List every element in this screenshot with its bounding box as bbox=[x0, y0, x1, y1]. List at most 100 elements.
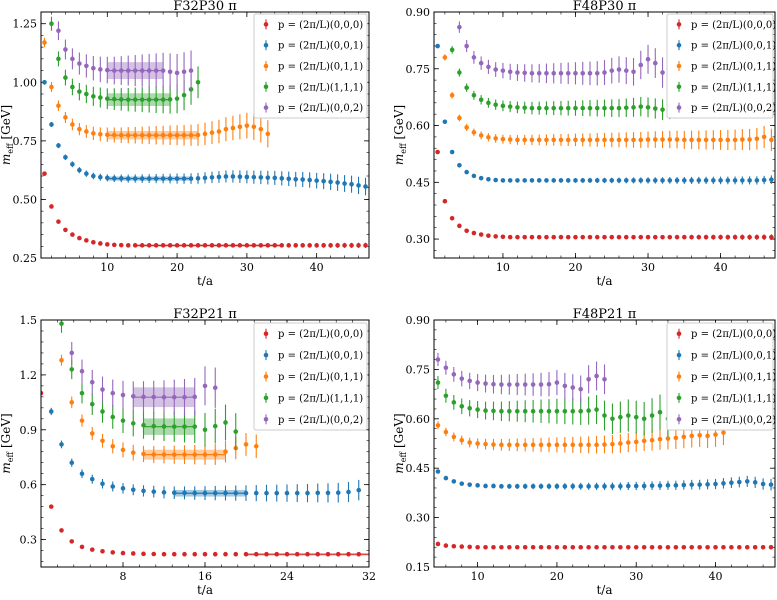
data-point bbox=[493, 136, 498, 141]
data-point bbox=[100, 409, 105, 414]
legend-entry: p = (2π/L)(0,0,1) bbox=[278, 41, 363, 52]
data-point bbox=[171, 394, 177, 400]
data-point bbox=[623, 105, 629, 111]
data-point bbox=[467, 544, 472, 550]
data-point bbox=[243, 442, 249, 447]
data-point bbox=[660, 234, 665, 240]
data-point bbox=[754, 136, 760, 142]
data-point bbox=[554, 380, 560, 385]
data-point bbox=[594, 442, 599, 448]
data-point bbox=[565, 71, 571, 76]
data-point bbox=[633, 439, 639, 445]
data-point bbox=[507, 69, 513, 75]
data-point bbox=[478, 97, 484, 103]
data-point bbox=[486, 233, 491, 238]
data-point bbox=[609, 68, 615, 73]
y-tick-label: 0.75 bbox=[406, 363, 431, 376]
legend-marker bbox=[263, 374, 269, 379]
chart-title: F48P21 π bbox=[573, 307, 637, 322]
data-point bbox=[258, 175, 264, 180]
data-point bbox=[546, 408, 552, 414]
data-point bbox=[118, 97, 124, 102]
data-point bbox=[84, 91, 89, 97]
data-point bbox=[551, 178, 557, 183]
data-point bbox=[616, 178, 622, 183]
data-point bbox=[223, 243, 229, 248]
data-point bbox=[638, 137, 644, 143]
data-point bbox=[536, 234, 542, 240]
data-point bbox=[660, 137, 665, 142]
data-point bbox=[551, 71, 557, 76]
data-point bbox=[151, 489, 157, 494]
data-point bbox=[703, 137, 709, 143]
data-point bbox=[652, 137, 658, 142]
data-point bbox=[713, 432, 718, 437]
data-point bbox=[328, 243, 333, 248]
data-point bbox=[132, 132, 138, 138]
data-point bbox=[464, 228, 469, 234]
data-point bbox=[442, 119, 448, 125]
data-point bbox=[171, 452, 177, 457]
data-point bbox=[610, 416, 615, 422]
data-point bbox=[132, 68, 138, 73]
data-point bbox=[645, 178, 651, 183]
data-point bbox=[633, 483, 639, 489]
data-point bbox=[464, 125, 469, 130]
data-point bbox=[546, 544, 552, 550]
data-point bbox=[294, 551, 300, 557]
data-point bbox=[188, 243, 194, 248]
plot-area bbox=[435, 21, 774, 241]
data-point bbox=[500, 68, 506, 73]
data-point bbox=[673, 435, 679, 441]
data-point bbox=[657, 409, 663, 415]
data-point bbox=[171, 424, 177, 429]
data-point bbox=[594, 544, 599, 550]
data-point bbox=[41, 390, 44, 396]
data-point bbox=[161, 452, 167, 457]
data-point bbox=[530, 544, 536, 550]
data-point bbox=[546, 442, 552, 448]
data-point bbox=[538, 442, 544, 448]
data-point bbox=[171, 490, 177, 496]
data-point bbox=[161, 551, 167, 557]
data-point bbox=[202, 551, 208, 557]
data-point bbox=[182, 551, 187, 557]
data-point bbox=[594, 178, 600, 183]
data-point bbox=[522, 178, 527, 183]
data-point bbox=[554, 442, 560, 448]
data-point bbox=[761, 177, 767, 183]
data-point bbox=[546, 381, 552, 387]
data-point bbox=[286, 176, 292, 182]
data-point bbox=[515, 137, 520, 143]
data-point bbox=[740, 234, 745, 240]
data-point bbox=[342, 181, 347, 186]
data-point bbox=[475, 407, 480, 412]
data-point bbox=[146, 68, 152, 73]
data-point bbox=[718, 137, 723, 143]
data-point bbox=[212, 452, 218, 457]
chart-panel-3: 8 16 24 32 0.3 0.6 0.9 1.2 1.5 F32P21 π t/a meff [G… bbox=[0, 307, 376, 597]
data-point bbox=[307, 177, 312, 183]
data-point bbox=[265, 131, 271, 137]
data-point bbox=[625, 483, 631, 489]
data-point bbox=[451, 479, 457, 484]
data-point bbox=[464, 43, 469, 49]
data-point bbox=[602, 442, 607, 447]
data-point bbox=[538, 484, 544, 489]
data-point bbox=[435, 423, 441, 428]
data-point bbox=[689, 234, 694, 240]
data-point bbox=[146, 243, 152, 248]
data-point bbox=[500, 178, 506, 183]
data-point bbox=[253, 443, 259, 449]
data-point bbox=[602, 413, 607, 418]
data-point bbox=[499, 408, 504, 414]
data-point bbox=[638, 178, 644, 183]
legend-entry: p = (2π/L)(0,1,1) bbox=[691, 372, 776, 383]
data-point bbox=[449, 92, 455, 98]
data-point bbox=[721, 430, 726, 435]
data-point bbox=[457, 162, 462, 168]
plot-area bbox=[42, 16, 368, 248]
data-point bbox=[554, 544, 560, 550]
legend-marker bbox=[676, 352, 682, 358]
